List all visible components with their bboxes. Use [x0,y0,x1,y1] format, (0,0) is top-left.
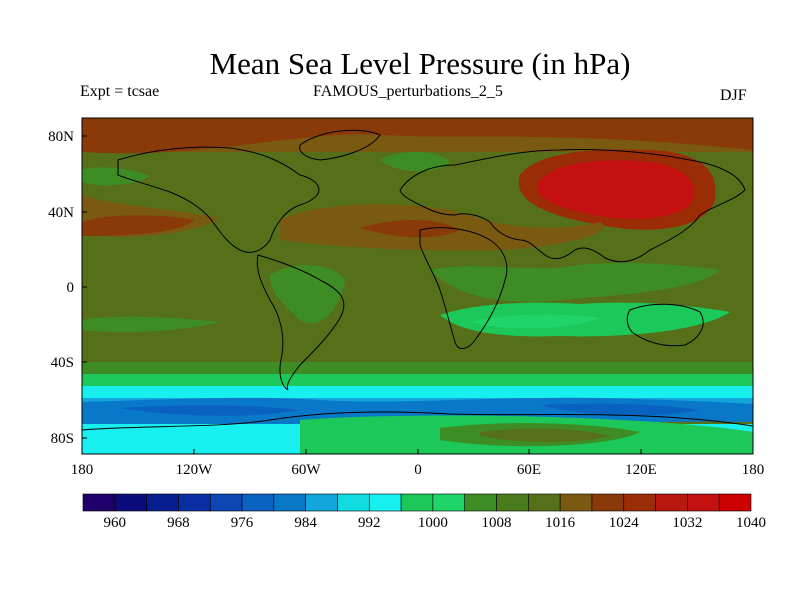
colorbar-label: 1024 [609,515,640,531]
colorbar-swatch [559,493,593,512]
colorbar-swatch [209,493,243,512]
lon-label-120e: 120E [625,462,657,478]
colorbar-swatch [400,493,434,512]
lon-label-60w: 60W [291,462,321,478]
colorbar-swatch [146,493,179,512]
colorbar-swatch [241,493,275,512]
colorbar-swatch [655,493,688,512]
coastlines [82,129,753,431]
colorbar-label: 1008 [482,515,512,531]
colorbar-label: 968 [167,515,190,531]
colorbar [82,493,752,512]
lon-label-60e: 60E [517,462,541,478]
colorbar-label: 1000 [418,515,448,531]
lat-label-0: 0 [67,280,75,296]
colorbar-label: 984 [294,515,317,531]
colorbar-swatch [273,493,306,512]
lat-label-40s: 40S [51,355,74,371]
colorbar-label: 992 [358,515,381,531]
lon-label-0: 0 [414,462,422,478]
season-label: DJF [720,87,747,104]
colorbar-label: 1016 [545,515,576,531]
colorbar-swatch [464,493,497,512]
colorbar-label: 976 [231,515,254,531]
colorbar-swatch [82,493,116,512]
colorbar-swatch [432,493,466,512]
lat-label-80n: 80N [48,129,74,145]
colorbar-swatch [496,493,529,512]
colorbar-label: 1032 [672,515,702,531]
colorbar-labels: 960 968 976 984 992 1000 1008 1016 1024 1032 1040 [104,515,766,531]
map-title: Mean Sea Level Pressure (in hPa) [209,46,631,81]
experiment-label: Expt = tcsae [80,83,160,100]
lon-label-180e: 180 [742,462,765,478]
lon-label-120w: 120W [176,462,214,478]
colorbar-swatch [591,493,625,512]
latitude-axis: 80N 40N 0 40S 80S [48,129,87,447]
colorbar-label: 960 [104,515,127,531]
colorbar-label: 1040 [736,515,766,531]
lon-label-180w: 180 [71,462,94,478]
colorbar-swatch [178,493,211,512]
colorbar-swatch [305,493,338,512]
lat-label-80s: 80S [51,431,74,447]
colorbar-swatch [337,493,370,512]
colorbar-swatch [623,493,656,512]
colorbar-swatch [368,493,402,512]
longitude-axis: 180 120W 60W 0 60E 120E 180 [71,449,765,478]
pressure-field [82,118,753,454]
colorbar-swatch [528,493,561,512]
lat-label-40n: 40N [48,205,74,221]
colorbar-swatch [718,493,752,512]
colorbar-swatch [114,493,147,512]
colorbar-swatch [687,493,720,512]
dataset-label: FAMOUS_perturbations_2_5 [313,83,503,100]
